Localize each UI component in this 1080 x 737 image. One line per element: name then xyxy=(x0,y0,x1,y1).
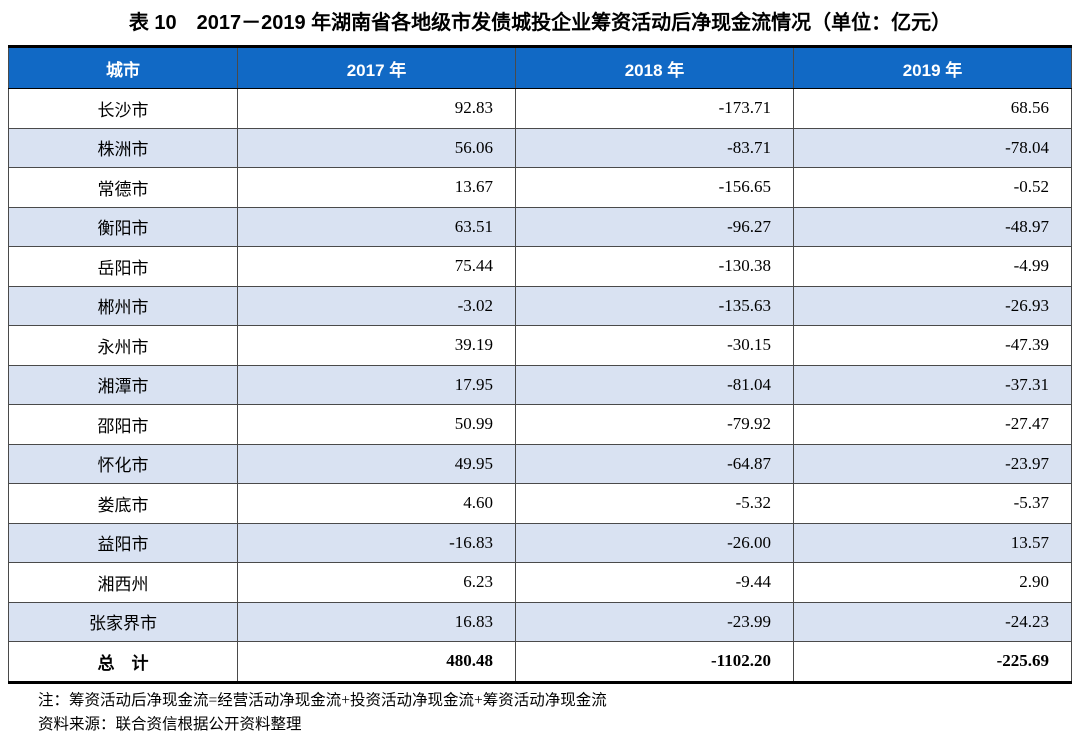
total-value-cell: -225.69 xyxy=(793,641,1072,683)
value-cell: -47.39 xyxy=(793,325,1072,366)
city-cell: 湘潭市 xyxy=(8,364,238,405)
table-row: 郴州市 -3.02 -135.63 -26.93 xyxy=(8,285,1072,326)
city-cell: 岳阳市 xyxy=(8,246,238,287)
header-cell-2019: 2019 年 xyxy=(793,46,1072,89)
value-cell: 75.44 xyxy=(237,246,516,287)
value-cell: 56.06 xyxy=(237,127,516,168)
total-label-cell: 总 计 xyxy=(8,641,238,683)
city-cell: 怀化市 xyxy=(8,443,238,484)
table-row: 株洲市 56.06 -83.71 -78.04 xyxy=(8,127,1072,168)
table-row: 湘潭市 17.95 -81.04 -37.31 xyxy=(8,364,1072,405)
value-cell: -79.92 xyxy=(515,404,794,445)
city-cell: 永州市 xyxy=(8,325,238,366)
value-cell: -26.00 xyxy=(515,522,794,563)
value-cell: -78.04 xyxy=(793,127,1072,168)
value-cell: -26.93 xyxy=(793,285,1072,326)
table-row: 娄底市 4.60 -5.32 -5.37 xyxy=(8,483,1072,524)
table-row: 岳阳市 75.44 -130.38 -4.99 xyxy=(8,246,1072,287)
value-cell: -9.44 xyxy=(515,562,794,603)
value-cell: 16.83 xyxy=(237,601,516,642)
table-row: 邵阳市 50.99 -79.92 -27.47 xyxy=(8,404,1072,445)
table-total-row: 总 计 480.48 -1102.20 -225.69 xyxy=(8,641,1072,683)
value-cell: 17.95 xyxy=(237,364,516,405)
value-cell: 68.56 xyxy=(793,88,1072,129)
header-cell-city: 城市 xyxy=(8,46,238,89)
table-row: 衡阳市 63.51 -96.27 -48.97 xyxy=(8,206,1072,247)
city-cell: 株洲市 xyxy=(8,127,238,168)
value-cell: -4.99 xyxy=(793,246,1072,287)
cashflow-table: 城市 2017 年 2018 年 2019 年 长沙市 92.83 -173.71 6… xyxy=(8,45,1072,684)
table-row: 怀化市 49.95 -64.87 -23.97 xyxy=(8,443,1072,484)
value-cell: -0.52 xyxy=(793,167,1072,208)
value-cell: 92.83 xyxy=(237,88,516,129)
city-cell: 长沙市 xyxy=(8,88,238,129)
value-cell: -23.99 xyxy=(515,601,794,642)
value-cell: 13.57 xyxy=(793,522,1072,563)
value-cell: 39.19 xyxy=(237,325,516,366)
table-notes: 注：筹资活动后净现金流=经营活动净现金流+投资活动净现金流+筹资活动净现金流 资… xyxy=(12,689,1068,737)
value-cell: -24.23 xyxy=(793,601,1072,642)
note-formula: 注：筹资活动后净现金流=经营活动净现金流+投资活动净现金流+筹资活动净现金流 xyxy=(38,691,607,709)
value-cell: -48.97 xyxy=(793,206,1072,247)
value-cell: 2.90 xyxy=(793,562,1072,603)
table-row: 常德市 13.67 -156.65 -0.52 xyxy=(8,167,1072,208)
table-row: 张家界市 16.83 -23.99 -24.23 xyxy=(8,601,1072,642)
value-cell: -173.71 xyxy=(515,88,794,129)
value-cell: -5.32 xyxy=(515,483,794,524)
value-cell: -96.27 xyxy=(515,206,794,247)
value-cell: -16.83 xyxy=(237,522,516,563)
value-cell: -30.15 xyxy=(515,325,794,366)
value-cell: -64.87 xyxy=(515,443,794,484)
value-cell: 6.23 xyxy=(237,562,516,603)
page-title: 表 10 2017－2019 年湖南省各地级市发债城投企业筹资活动后净现金流情况… xyxy=(128,12,952,34)
city-cell: 娄底市 xyxy=(8,483,238,524)
value-cell: 50.99 xyxy=(237,404,516,445)
city-cell: 衡阳市 xyxy=(8,206,238,247)
table-row: 益阳市 -16.83 -26.00 13.57 xyxy=(8,522,1072,563)
value-cell: 63.51 xyxy=(237,206,516,247)
city-cell: 郴州市 xyxy=(8,285,238,326)
value-cell: -130.38 xyxy=(515,246,794,287)
total-value-cell: 480.48 xyxy=(237,641,516,683)
header-cell-2017: 2017 年 xyxy=(237,46,516,89)
value-cell: -83.71 xyxy=(515,127,794,168)
value-cell: -3.02 xyxy=(237,285,516,326)
value-cell: -81.04 xyxy=(515,364,794,405)
table-row: 长沙市 92.83 -173.71 68.56 xyxy=(8,88,1072,129)
value-cell: -5.37 xyxy=(793,483,1072,524)
city-cell: 张家界市 xyxy=(8,601,238,642)
value-cell: 49.95 xyxy=(237,443,516,484)
table-row: 湘西州 6.23 -9.44 2.90 xyxy=(8,562,1072,603)
value-cell: 13.67 xyxy=(237,167,516,208)
header-cell-2018: 2018 年 xyxy=(515,46,794,89)
city-cell: 湘西州 xyxy=(8,562,238,603)
value-cell: -135.63 xyxy=(515,285,794,326)
table-header-row: 城市 2017 年 2018 年 2019 年 xyxy=(8,46,1072,89)
city-cell: 常德市 xyxy=(8,167,238,208)
value-cell: -23.97 xyxy=(793,443,1072,484)
table-body: 长沙市 92.83 -173.71 68.56 株洲市 56.06 -83.71 -78.04… xyxy=(8,88,1072,683)
value-cell: -37.31 xyxy=(793,364,1072,405)
table-row: 永州市 39.19 -30.15 -47.39 xyxy=(8,325,1072,366)
city-cell: 益阳市 xyxy=(8,522,238,563)
total-value-cell: -1102.20 xyxy=(515,641,794,683)
city-cell: 邵阳市 xyxy=(8,404,238,445)
note-source: 资料来源：联合资信根据公开资料整理 xyxy=(38,715,302,733)
value-cell: 4.60 xyxy=(237,483,516,524)
value-cell: -27.47 xyxy=(793,404,1072,445)
value-cell: -156.65 xyxy=(515,167,794,208)
